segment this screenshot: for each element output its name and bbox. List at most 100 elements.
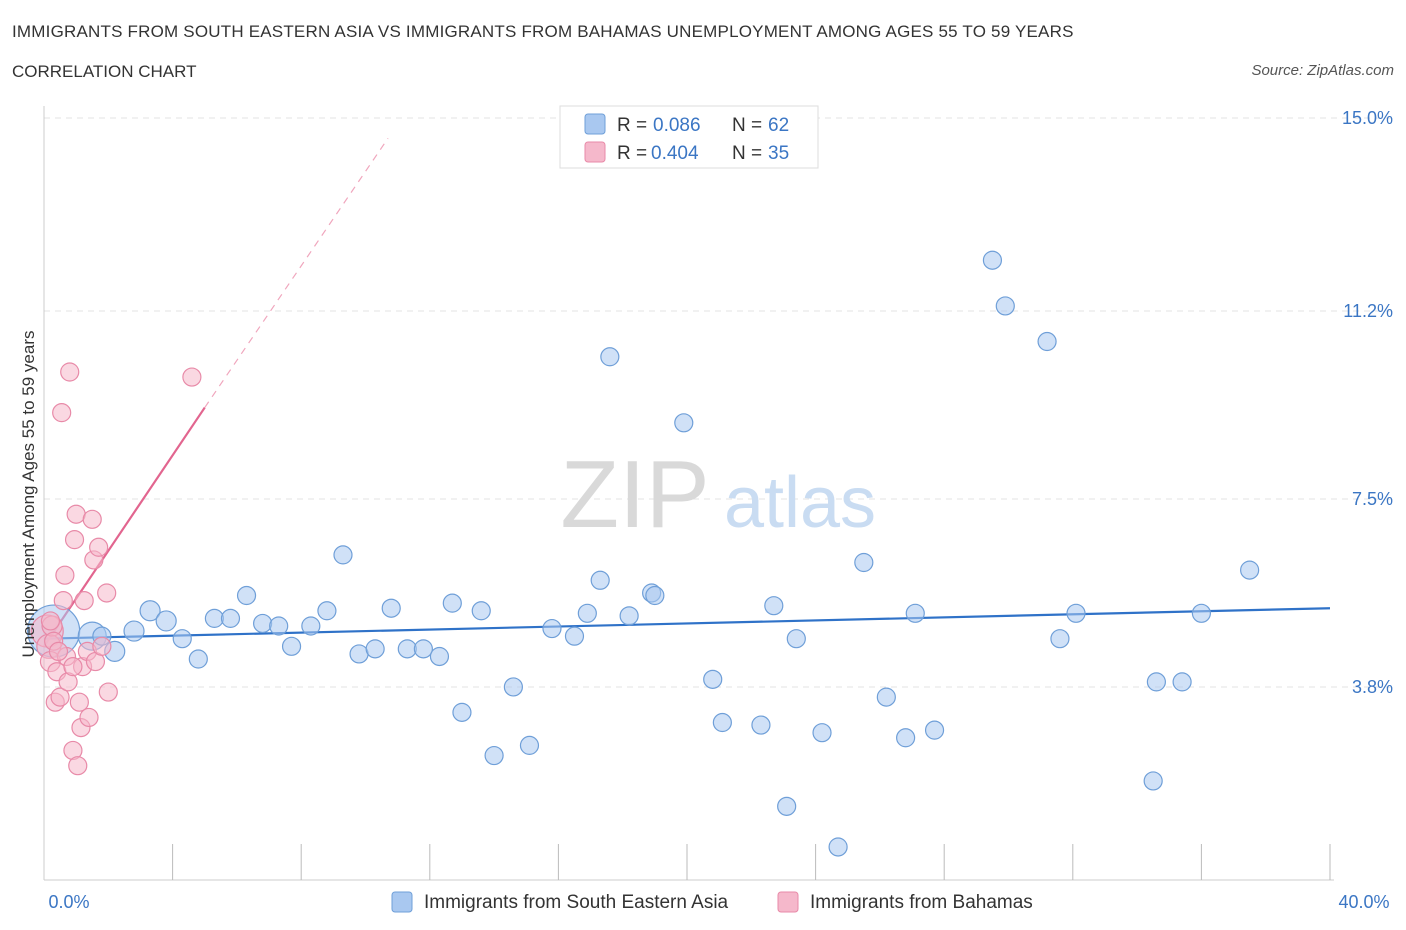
point-series-0 bbox=[253, 613, 273, 634]
point-series-0 bbox=[204, 608, 224, 628]
y-tick-label: 11.2% bbox=[1343, 301, 1393, 321]
point-series-0 bbox=[301, 616, 321, 636]
point-series-0 bbox=[1066, 603, 1086, 623]
point-series-0 bbox=[503, 677, 523, 697]
point-series-1 bbox=[63, 657, 83, 677]
point-series-0 bbox=[645, 585, 665, 606]
point-series-0 bbox=[1050, 629, 1070, 649]
legend-n-value-bahamas: 35 bbox=[768, 143, 789, 164]
legend-r-label-bahamas: R = bbox=[617, 143, 652, 164]
point-series-0 bbox=[1143, 771, 1163, 791]
legend-r-value-sea: 0.086 bbox=[653, 115, 701, 136]
point-series-0 bbox=[777, 796, 797, 816]
point-series-0 bbox=[905, 603, 925, 623]
point-series-1 bbox=[64, 530, 85, 550]
data-points bbox=[27, 250, 1260, 857]
point-series-1 bbox=[69, 692, 89, 712]
point-series-0 bbox=[381, 598, 401, 618]
point-series-0 bbox=[619, 606, 639, 626]
trend-line-0 bbox=[43, 607, 1331, 640]
point-series-0 bbox=[751, 715, 771, 735]
point-series-1 bbox=[89, 537, 109, 557]
point-series-0 bbox=[365, 639, 385, 659]
y-tick-label: 15.0% bbox=[1342, 108, 1393, 128]
point-series-0 bbox=[812, 723, 832, 743]
legend-n-label-sea: N = bbox=[732, 115, 767, 136]
y-tick-label: 7.5% bbox=[1352, 489, 1393, 509]
point-series-0 bbox=[764, 596, 784, 616]
point-series-0 bbox=[333, 545, 353, 565]
point-series-0 bbox=[590, 570, 610, 590]
watermark: ZIP atlas bbox=[560, 441, 876, 548]
point-series-0 bbox=[139, 600, 161, 622]
point-series-1 bbox=[55, 565, 75, 585]
point-series-0 bbox=[982, 250, 1003, 270]
point-series-0 bbox=[349, 644, 369, 664]
legend-n-label-bahamas: N = bbox=[732, 143, 767, 164]
point-series-0 bbox=[236, 585, 257, 606]
point-series-0 bbox=[1191, 603, 1212, 623]
point-series-1 bbox=[53, 590, 73, 611]
trend-lines bbox=[43, 137, 1331, 647]
legend-r-value-bahamas: 0.404 bbox=[651, 143, 699, 164]
point-series-1 bbox=[98, 682, 118, 702]
point-series-0 bbox=[397, 639, 417, 659]
point-series-0 bbox=[712, 712, 732, 733]
point-series-0 bbox=[876, 687, 896, 707]
point-series-0 bbox=[123, 620, 145, 642]
point-series-0 bbox=[896, 728, 916, 748]
point-series-0 bbox=[484, 745, 504, 766]
trend-extension-1 bbox=[204, 137, 389, 408]
point-series-0 bbox=[220, 608, 241, 628]
point-series-1 bbox=[92, 636, 112, 656]
point-series-0 bbox=[924, 720, 945, 740]
point-series-1 bbox=[79, 707, 99, 728]
bottom-legend-label-bahamas: Immigrants from Bahamas bbox=[810, 892, 1033, 913]
point-series-1 bbox=[74, 590, 94, 611]
point-series-1 bbox=[68, 756, 88, 776]
bottom-legend-swatch-sea bbox=[391, 891, 413, 913]
point-series-0 bbox=[172, 629, 192, 649]
legend-n-value-sea: 62 bbox=[768, 115, 789, 136]
point-series-0 bbox=[564, 626, 585, 646]
point-series-1 bbox=[82, 509, 102, 529]
point-series-1 bbox=[66, 504, 86, 524]
point-series-0 bbox=[413, 639, 433, 659]
point-series-0 bbox=[995, 296, 1015, 316]
point-series-1 bbox=[97, 583, 117, 603]
legend-swatch-sea bbox=[584, 113, 606, 135]
point-series-0 bbox=[1172, 672, 1192, 692]
point-series-1 bbox=[52, 403, 72, 423]
point-series-0 bbox=[786, 629, 806, 649]
point-series-0 bbox=[519, 735, 540, 755]
point-series-0 bbox=[269, 616, 289, 636]
chart-subtitle: CORRELATION CHART bbox=[12, 62, 197, 81]
bottom-legend-swatch-bahamas bbox=[777, 891, 799, 913]
chart-title: IMMIGRANTS FROM SOUTH EASTERN ASIA VS IM… bbox=[12, 22, 1074, 41]
point-series-0 bbox=[600, 347, 620, 367]
point-series-1 bbox=[182, 367, 202, 387]
point-series-0 bbox=[429, 646, 450, 667]
point-series-0 bbox=[188, 649, 208, 669]
point-series-1 bbox=[50, 687, 70, 707]
point-series-0 bbox=[674, 413, 694, 433]
series-legend: Immigrants from South Eastern Asia Immig… bbox=[391, 891, 1033, 913]
point-series-0 bbox=[1146, 672, 1166, 692]
point-series-0 bbox=[1240, 560, 1260, 580]
bottom-legend-label-sea: Immigrants from South Eastern Asia bbox=[424, 892, 729, 913]
point-series-1 bbox=[48, 641, 69, 662]
point-series-0 bbox=[442, 593, 462, 613]
y-tick-labels: 3.8% 7.5% 11.2% 15.0% bbox=[1342, 108, 1393, 697]
point-series-0 bbox=[317, 601, 337, 621]
y-tick-label: 3.8% bbox=[1352, 677, 1393, 697]
point-series-0 bbox=[828, 837, 848, 857]
point-series-1 bbox=[60, 362, 80, 382]
point-series-0 bbox=[471, 601, 491, 621]
point-series-0 bbox=[452, 702, 472, 722]
axes bbox=[43, 106, 1334, 881]
point-series-0 bbox=[577, 603, 597, 623]
legend-r-label-sea: R = bbox=[617, 115, 652, 136]
stats-legend: R = 0.086 N = 62 R = 0.404 N = 35 bbox=[559, 105, 819, 169]
x-tick-label-min: 0.0% bbox=[48, 892, 89, 912]
